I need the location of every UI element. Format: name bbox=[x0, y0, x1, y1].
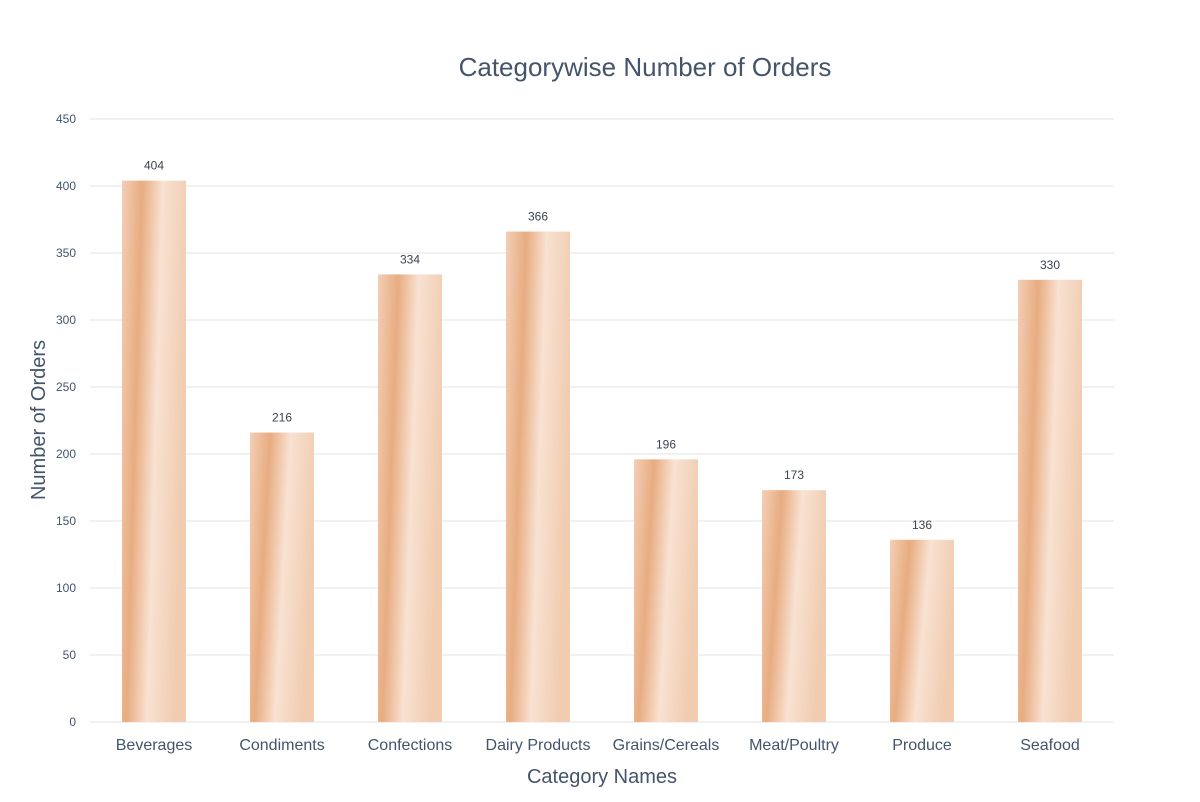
gridlines bbox=[90, 118, 1114, 723]
y-tick-label: 250 bbox=[56, 380, 76, 394]
bar-value-label: 136 bbox=[912, 518, 932, 532]
x-category-label: Beverages bbox=[116, 737, 193, 754]
y-tick-label: 100 bbox=[56, 581, 76, 595]
x-category-label: Condiments bbox=[239, 737, 324, 754]
x-category-label: Confections bbox=[368, 737, 453, 754]
bar bbox=[506, 231, 570, 722]
bar bbox=[122, 180, 186, 722]
y-tick-label: 300 bbox=[56, 313, 76, 327]
y-tick-label: 400 bbox=[56, 179, 76, 193]
bar-value-label: 216 bbox=[272, 411, 292, 425]
bar bbox=[890, 539, 954, 722]
bar bbox=[762, 490, 826, 722]
bar-value-label: 334 bbox=[400, 252, 420, 266]
y-tick-label: 150 bbox=[56, 514, 76, 528]
y-axis-ticks: 0 50 100 150 200 250 300 350 400 450 bbox=[56, 112, 76, 729]
chart-title: Categorywise Number of Orders bbox=[458, 52, 832, 82]
x-category-label: Seafood bbox=[1020, 737, 1080, 754]
bar bbox=[378, 274, 442, 722]
x-axis-categories: Beverages Condiments Confections Dairy Prod… bbox=[116, 737, 1080, 754]
x-category-label: Dairy Products bbox=[486, 737, 591, 754]
y-axis-title: Number of Orders bbox=[28, 340, 50, 500]
data-labels: 404 216 334 366 196 173 136 330 bbox=[144, 159, 1060, 532]
bar-value-label: 404 bbox=[144, 159, 164, 173]
y-tick-label: 450 bbox=[56, 112, 76, 126]
x-category-label: Meat/Poultry bbox=[749, 737, 839, 754]
x-axis-title: Category Names bbox=[527, 766, 677, 788]
bar bbox=[634, 459, 698, 722]
bar-value-label: 173 bbox=[784, 468, 804, 482]
x-category-label: Produce bbox=[892, 737, 952, 754]
y-tick-label: 350 bbox=[56, 246, 76, 260]
y-tick-label: 0 bbox=[69, 715, 76, 729]
bar bbox=[1018, 279, 1082, 722]
bars bbox=[122, 180, 1082, 722]
bar-value-label: 366 bbox=[528, 210, 548, 224]
bar-value-label: 196 bbox=[656, 437, 676, 451]
bar bbox=[250, 432, 314, 722]
y-tick-label: 50 bbox=[63, 648, 77, 662]
bar-value-label: 330 bbox=[1040, 258, 1060, 272]
y-tick-label: 200 bbox=[56, 447, 76, 461]
x-category-label: Grains/Cereals bbox=[613, 737, 720, 754]
